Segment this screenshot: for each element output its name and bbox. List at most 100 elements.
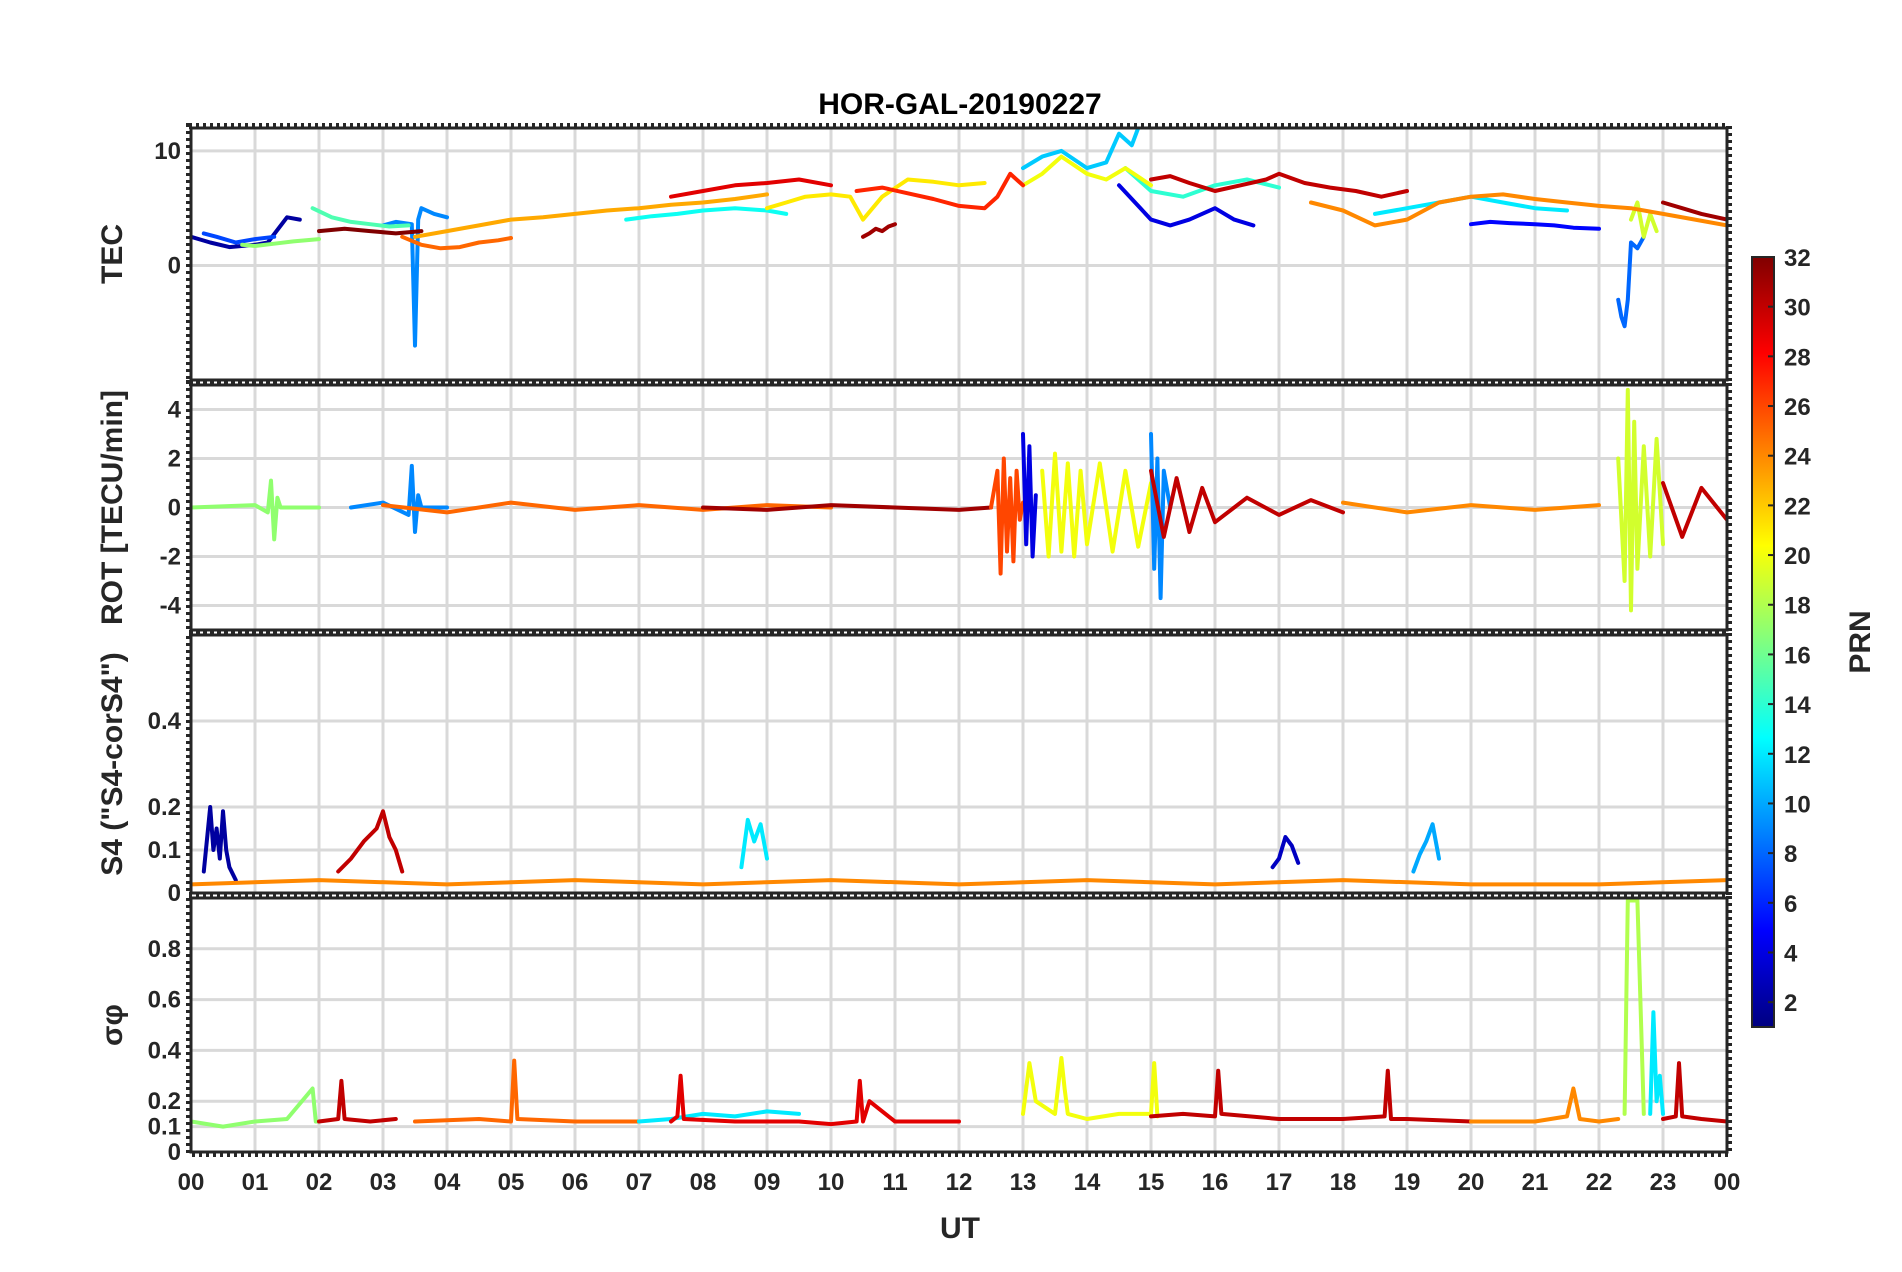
x-tick-label: 00 xyxy=(1714,1169,1741,1196)
panel-frame-ticks xyxy=(186,123,1732,385)
series-line-prn-30 xyxy=(1661,481,1727,539)
panel-frame-ticks xyxy=(186,893,1732,1157)
chart-title: HOR-GAL-20190227 xyxy=(818,88,1101,121)
colorbar-tick-label: 12 xyxy=(1784,742,1811,769)
series-line-prn-4 xyxy=(1021,432,1038,559)
series-line-prn-10 xyxy=(1411,822,1441,874)
series-line-prn-11 xyxy=(1021,128,1141,171)
colorbar-tick-label: 6 xyxy=(1784,891,1797,918)
x-tick-label: 07 xyxy=(626,1169,653,1196)
colorbar-tick-label: 24 xyxy=(1784,444,1811,471)
y-tick-label: 0 xyxy=(168,495,181,522)
series-line-prn-9 xyxy=(381,206,449,348)
series-line-prn-30 xyxy=(317,1078,398,1124)
x-tick-label: 21 xyxy=(1522,1169,1549,1196)
series-line-prn-27 xyxy=(854,171,1025,211)
series-group xyxy=(191,387,1727,613)
panel-tec: 0 10 TEC xyxy=(96,123,1732,385)
x-tick-label: 09 xyxy=(754,1169,781,1196)
series-line-prn-19 xyxy=(1616,387,1665,613)
colorbar-tick-label: 26 xyxy=(1784,394,1811,421)
x-tick-label: 16 xyxy=(1202,1169,1229,1196)
y-tick-label: 0.1 xyxy=(148,837,181,864)
series-line-prn-12 xyxy=(637,1109,801,1124)
x-tick-label: 15 xyxy=(1138,1169,1165,1196)
colorbar-tick-label: 16 xyxy=(1784,642,1811,669)
y-tick-label: 0.4 xyxy=(148,708,182,735)
x-tick-label: 01 xyxy=(242,1169,269,1196)
x-tick-label: 02 xyxy=(306,1169,333,1196)
x-tick-label: 18 xyxy=(1330,1169,1357,1196)
colorbar-tick-label: 32 xyxy=(1784,245,1811,272)
x-tick-label: 05 xyxy=(498,1169,525,1196)
y-tick-label: -4 xyxy=(160,593,182,620)
series-line-prn-30 xyxy=(1149,171,1409,199)
series-line-prn-17 xyxy=(191,478,321,542)
colorbar-tick-label: 18 xyxy=(1784,593,1811,620)
colorbar-tick-label: 22 xyxy=(1784,493,1811,520)
x-tick-label: 14 xyxy=(1074,1169,1101,1196)
series-line-prn-18 xyxy=(1622,898,1646,1116)
y-tick-label: -2 xyxy=(160,544,181,571)
y-tick-label: 0.4 xyxy=(148,1037,182,1064)
colorbar-label: PRN xyxy=(1844,610,1877,673)
x-tick-label: 08 xyxy=(690,1169,717,1196)
x-tick-label: 19 xyxy=(1394,1169,1421,1196)
series-line-prn-7 xyxy=(201,231,277,245)
series-line-prn-17 xyxy=(191,1086,321,1129)
x-axis: 00 01 02 03 04 05 06 07 08 09 10 11 12 13 14 15 16 17 18 19… xyxy=(178,1169,1741,1196)
series-line-prn-20 xyxy=(1040,451,1153,559)
y-tick-label: 0 xyxy=(168,880,181,907)
y-tick-label: 0.1 xyxy=(148,1114,181,1141)
series-line-prn-2 xyxy=(201,805,238,883)
x-tick-label: 04 xyxy=(434,1169,461,1196)
series-line-prn-13 xyxy=(624,206,789,222)
series-group xyxy=(191,898,1727,1129)
series-line-prn-30 xyxy=(1661,1061,1727,1124)
y-tick-label: 0.6 xyxy=(148,987,181,1014)
series-line-prn-17 xyxy=(240,237,321,248)
colorbar-tick-label: 28 xyxy=(1784,344,1811,371)
colorbar-tick-label: 4 xyxy=(1784,940,1798,967)
x-tick-label: 17 xyxy=(1266,1169,1293,1196)
colorbar-gradient xyxy=(1751,256,1775,1028)
series-line-prn-9 xyxy=(1149,432,1173,601)
panel-sigma_phi: 00.10.2 0.4 0.6 0.8 σφ xyxy=(96,893,1732,1166)
x-tick-label: 00 xyxy=(178,1169,205,1196)
x-tick-label: 20 xyxy=(1458,1169,1485,1196)
series-line-prn-20 xyxy=(1021,1056,1160,1121)
series-line-prn-12 xyxy=(739,817,769,870)
y-axis-label: σφ xyxy=(96,1004,129,1046)
x-tick-label: 22 xyxy=(1586,1169,1613,1196)
y-tick-label: 0.2 xyxy=(148,794,181,821)
colorbar-tick-label: 8 xyxy=(1784,841,1797,868)
series-group xyxy=(191,805,1727,887)
colorbar-tick-label: 10 xyxy=(1784,791,1811,818)
series-line-prn-8 xyxy=(1616,234,1646,329)
x-tick-label: 06 xyxy=(562,1169,589,1196)
y-axis-label: TEC xyxy=(96,224,129,284)
y-tick-label: 0.2 xyxy=(148,1088,181,1115)
series-group xyxy=(191,128,1727,348)
series-line-prn-15 xyxy=(310,206,411,229)
x-tick-label: 13 xyxy=(1010,1169,1037,1196)
series-line-prn-29 xyxy=(669,177,833,199)
series-line-prn-30 xyxy=(1149,468,1345,539)
y-axis-label: ROT [TECU/min] xyxy=(96,390,129,625)
series-line-prn-30 xyxy=(1149,1068,1473,1124)
series-line-prn-20 xyxy=(1021,154,1153,188)
x-tick-label: 03 xyxy=(370,1169,397,1196)
colorbar-tick-label: 30 xyxy=(1784,295,1811,322)
colorbar-tick-label: 2 xyxy=(1784,990,1797,1017)
y-tick-label: 10 xyxy=(154,138,181,165)
x-tick-label: 11 xyxy=(882,1169,907,1196)
series-line-prn-12 xyxy=(1648,1010,1665,1116)
series-line-prn-25 xyxy=(381,500,833,515)
series-line-prn-23 xyxy=(413,192,769,239)
series-line-prn-32 xyxy=(317,226,424,236)
panel-s4: 0 0.1 0.2 0.4 S4 ("S4-corS4") xyxy=(96,630,1732,907)
series-line-prn-31 xyxy=(861,222,897,239)
